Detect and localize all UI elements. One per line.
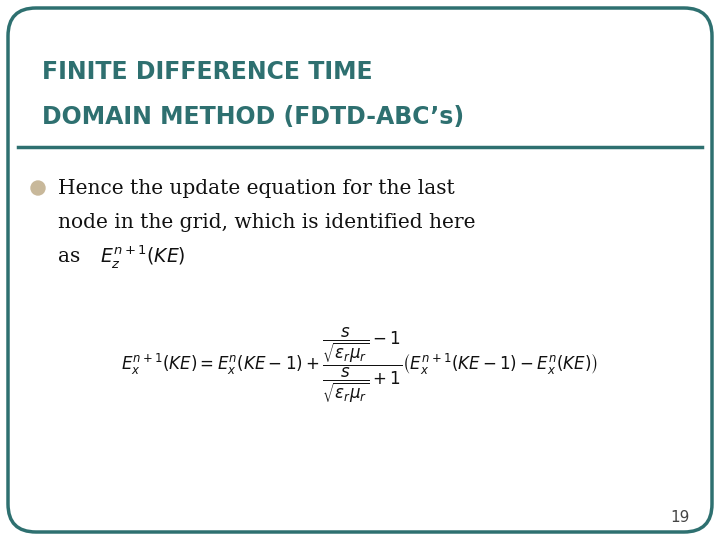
- Text: FINITE DIFFERENCE TIME: FINITE DIFFERENCE TIME: [42, 60, 373, 84]
- Text: DOMAIN METHOD (FDTD-ABC’s): DOMAIN METHOD (FDTD-ABC’s): [42, 105, 464, 129]
- Circle shape: [31, 181, 45, 195]
- Text: 19: 19: [670, 510, 690, 525]
- FancyBboxPatch shape: [8, 8, 712, 532]
- Text: as: as: [58, 246, 80, 266]
- Text: node in the grid, which is identified here: node in the grid, which is identified he…: [58, 213, 475, 232]
- Text: $E_z^{n+1}(KE)$: $E_z^{n+1}(KE)$: [100, 242, 186, 269]
- Text: $E_x^{n+1}(KE) = E_x^{n}(KE-1) + \dfrac{\dfrac{s}{\sqrt{\varepsilon_r \mu_r}} - : $E_x^{n+1}(KE) = E_x^{n}(KE-1) + \dfrac{…: [122, 325, 598, 405]
- Text: Hence the update equation for the last: Hence the update equation for the last: [58, 179, 455, 198]
